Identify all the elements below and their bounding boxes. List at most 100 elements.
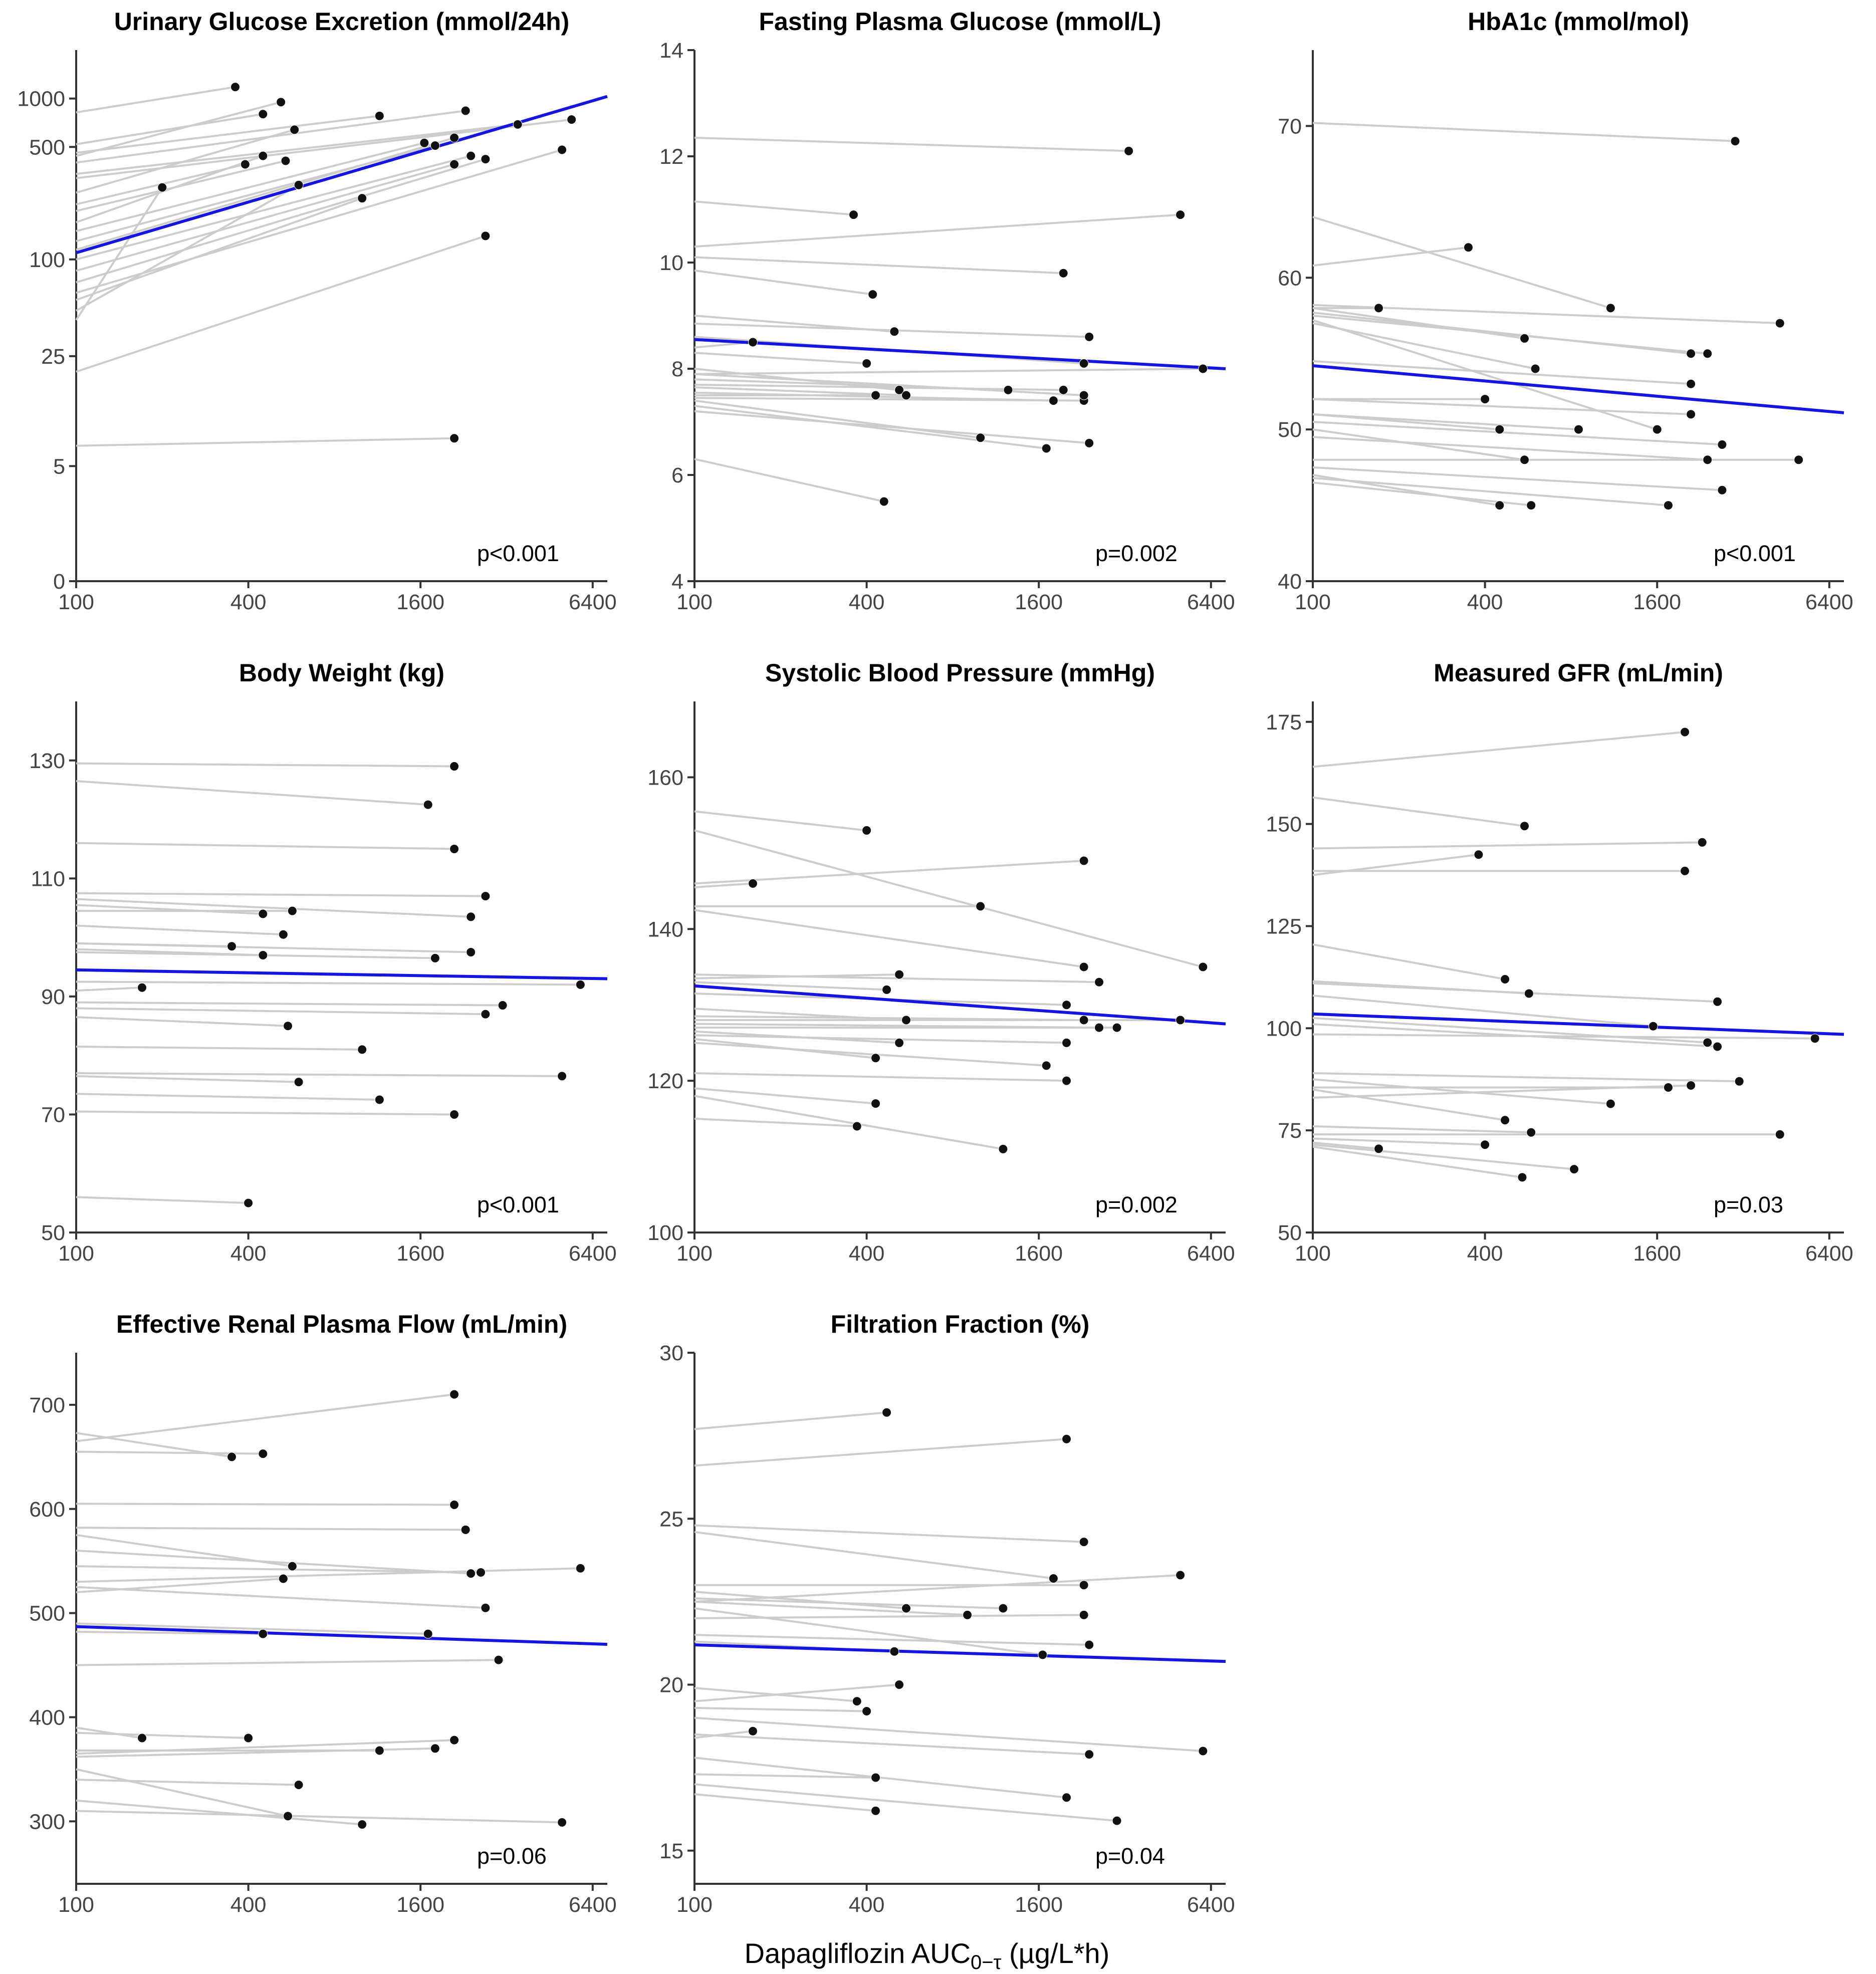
data-point (449, 1389, 459, 1399)
trend-line (694, 984, 1226, 1026)
y-tick-label: 100 (647, 1221, 683, 1245)
x-axis-label-subscript: 0−τ (971, 1951, 1002, 1973)
subject-line (1312, 731, 1685, 768)
data-point (998, 1144, 1008, 1154)
subject-line (76, 1768, 288, 1817)
data-point (901, 1015, 911, 1025)
x-tick-label: 1600 (1633, 590, 1681, 614)
data-point (1703, 349, 1713, 359)
subject-line (694, 1531, 1054, 1580)
subject-line (76, 1503, 454, 1506)
data-point (1526, 501, 1536, 511)
data-point (575, 979, 585, 990)
subject-line (76, 1196, 249, 1204)
data-point (258, 909, 268, 919)
x-axis-label-prefix: Dapagliflozin AUC (745, 1937, 971, 1969)
data-point (871, 1099, 881, 1109)
data-point (1775, 1129, 1785, 1139)
trend-line (1312, 1012, 1844, 1036)
subject-line (694, 973, 899, 979)
panel-title: Systolic Blood Pressure (mmHg) (765, 659, 1155, 687)
subject-line (694, 383, 1064, 391)
panel-8: Filtration Fraction (%) 15 20 25 30 100 400 160… (659, 1310, 1235, 1917)
data-point (137, 982, 147, 993)
subject-line (76, 842, 454, 850)
subject-line (694, 1607, 1043, 1656)
y-tick-label: 25 (41, 345, 65, 369)
data-point (871, 1053, 881, 1063)
subject-line (1312, 1137, 1485, 1146)
subject-line (694, 1600, 968, 1616)
x-tick-label: 1600 (1633, 1242, 1681, 1266)
x-tick-label: 400 (1467, 590, 1503, 614)
panel-7: Effective Renal Plasma Flow (mL/min) 300 4… (29, 1310, 616, 1917)
trend-line (694, 338, 1226, 370)
subject-line (75, 187, 163, 321)
data-point (278, 929, 288, 939)
data-point (1686, 409, 1696, 419)
data-point (287, 906, 297, 916)
y-tick-label: 70 (1278, 114, 1302, 138)
data-point (1374, 1144, 1384, 1154)
data-point (894, 385, 904, 395)
data-point (283, 1021, 293, 1031)
data-point (1079, 1015, 1089, 1025)
subject-line (1312, 216, 1611, 309)
data-point (575, 1563, 585, 1573)
y-tick-label: 14 (659, 39, 683, 63)
data-point (901, 1603, 911, 1613)
y-tick-label: 175 (1266, 710, 1302, 734)
subject-line (694, 810, 867, 832)
subject-line (694, 136, 1129, 152)
x-tick-label: 100 (58, 590, 94, 614)
x-tick-label: 1600 (1015, 1893, 1063, 1917)
subject-line (694, 1072, 1067, 1082)
x-tick-label: 400 (849, 1242, 885, 1266)
data-point (481, 1009, 491, 1019)
trend-line (1312, 364, 1844, 414)
data-point (871, 390, 881, 400)
panel-2: Fasting Plasma Glucose (mmol/L) 4 6 8 10 12 14… (659, 8, 1235, 614)
data-point (1079, 856, 1089, 866)
data-point (1810, 1034, 1820, 1044)
subject-line (694, 1438, 1067, 1467)
data-point (1500, 1115, 1510, 1125)
subject-line (76, 1565, 481, 1574)
y-tick-label: 110 (31, 867, 65, 891)
data-point (481, 154, 491, 164)
y-tick-label: 50 (41, 1221, 65, 1245)
subject-line (76, 137, 455, 251)
y-tick-label: 160 (647, 766, 683, 790)
x-tick-label: 400 (1467, 1242, 1503, 1266)
subject-line (694, 829, 1204, 968)
subject-line (76, 1110, 454, 1116)
subject-line (694, 1597, 1003, 1610)
data-point (976, 901, 986, 911)
p-value: p=0.002 (1095, 1192, 1178, 1217)
data-point (1041, 443, 1051, 453)
data-point (1048, 1574, 1058, 1583)
data-point (1605, 1099, 1615, 1109)
subject-line (694, 860, 1084, 885)
y-tick-label: 15 (659, 1839, 683, 1863)
data-point (1062, 1793, 1072, 1803)
subject-line (1312, 477, 1669, 507)
subject-line (694, 1733, 1089, 1756)
subject-line (76, 1631, 263, 1635)
y-tick-label: 25 (659, 1507, 683, 1531)
data-point (449, 844, 459, 854)
x-tick-label: 1600 (396, 590, 444, 614)
x-tick-label: 6400 (569, 1242, 617, 1266)
data-point (1062, 1038, 1072, 1048)
data-point (1198, 1746, 1208, 1756)
data-point (1058, 385, 1068, 395)
subject-line (694, 909, 1084, 968)
subject-line (694, 1095, 1004, 1150)
data-point (1605, 303, 1615, 313)
subject-line (694, 1087, 876, 1105)
data-point (419, 138, 429, 148)
panel-title: Urinary Glucose Excretion (mmol/24h) (114, 8, 570, 36)
data-point (1079, 962, 1089, 972)
y-tick-label: 120 (647, 1069, 683, 1093)
subject-line (76, 1527, 466, 1531)
